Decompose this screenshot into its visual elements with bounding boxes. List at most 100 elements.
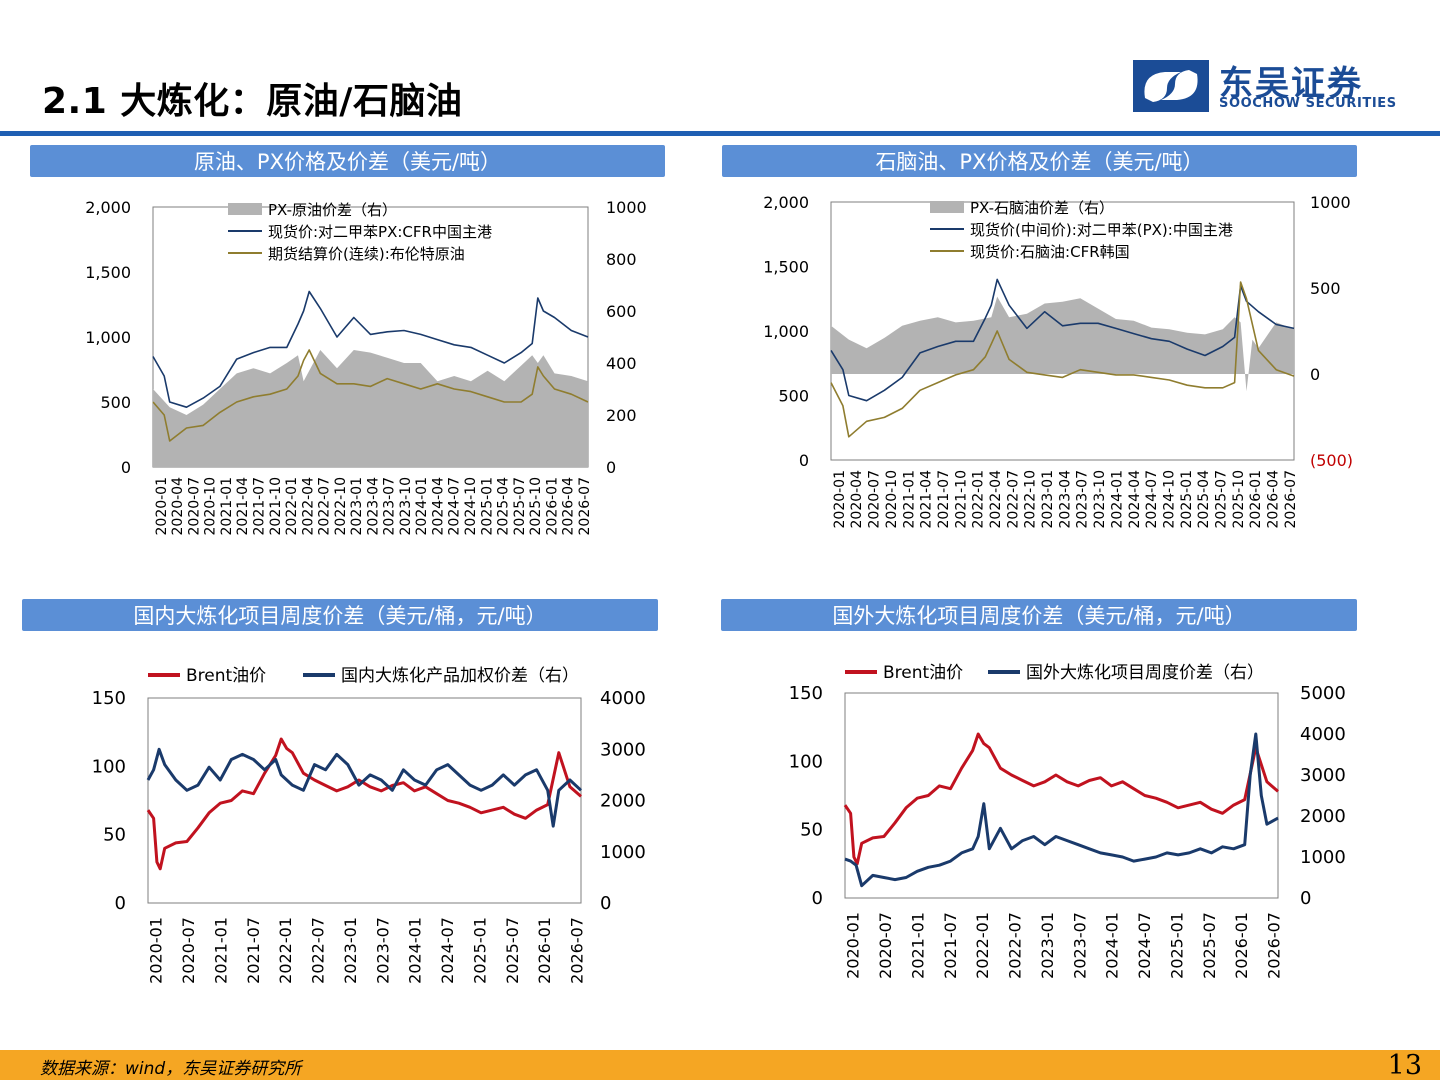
series-line-0	[146, 737, 582, 871]
x-tick-label: 2022-07	[317, 477, 333, 536]
x-tick-label: 2021-01	[908, 912, 927, 979]
y-left-tick-label: 100	[92, 756, 126, 777]
x-tick-label: 2023-07	[1070, 912, 1089, 979]
page-number: 13	[1387, 1050, 1422, 1081]
x-tick-label: 2024-04	[1127, 470, 1143, 529]
x-tick-label: 2022-01	[973, 912, 992, 979]
x-tick-label: 2026-04	[561, 477, 577, 536]
y-right-tick-label: 3000	[600, 739, 646, 760]
x-tick-label: 2023-07	[1075, 470, 1091, 529]
y-left-tick-label: 1,500	[85, 263, 131, 282]
y-right-tick-label: 1000	[600, 842, 646, 863]
x-tick-label: 2025-10	[528, 477, 544, 536]
x-tick-label: 2026-01	[544, 477, 560, 536]
x-tick-label: 2020-10	[884, 470, 900, 529]
legend-label: Brent油价	[186, 666, 266, 686]
y-left-tick-label: 50	[800, 820, 823, 841]
chart-overseas-refining: 0 50 100 150 0 1000 2000 3000 4000 5000 2020-01 202…	[789, 663, 1346, 979]
x-tick-label: 2023-07	[382, 477, 398, 536]
x-tick-label: 2021-07	[936, 470, 952, 529]
y-right-tick-label: 1000	[1310, 193, 1351, 212]
x-tick-label: 2020-04	[849, 470, 865, 529]
legend-label: 期货结算价(连续):布伦特原油	[268, 245, 465, 263]
y-left-tick-label: 500	[100, 393, 131, 412]
company-logo: 东吴证券 SOOCHOW SECURITIES	[1131, 58, 1403, 114]
x-tick-label: 2024-01	[414, 477, 430, 536]
x-tick-label: 2024-01	[1103, 912, 1122, 979]
y-right-tick-label: 0	[600, 893, 611, 914]
x-tick-label: 2021-01	[219, 477, 235, 536]
chart-domestic-refining: 0 50 100 150 0 1000 2000 3000 4000 2020-01 2020-07…	[92, 666, 646, 984]
logo-text-cn: 东吴证券	[1219, 64, 1363, 104]
y-left-tick-label: 150	[92, 688, 126, 709]
y-right-tick-label: 400	[606, 354, 637, 373]
x-tick-label: 2025-04	[496, 477, 512, 536]
x-tick-label: 2021-04	[235, 477, 251, 536]
x-tick-label: 2026-07	[568, 917, 587, 984]
panel-header-c1: 原油、PX价格及价差（美元/吨）	[30, 145, 665, 177]
x-tick-label: 2020-01	[147, 917, 166, 984]
x-tick-label: 2020-01	[844, 912, 863, 979]
x-tick-label: 2020-01	[154, 477, 170, 536]
legend-label: 国内大炼化产品加权价差（右）	[341, 666, 579, 686]
y-left-tick-label: 0	[799, 451, 809, 470]
x-tick-label: 2022-04	[300, 477, 316, 536]
panel-header-c4: 国外大炼化项目周度价差（美元/桶，元/吨）	[721, 599, 1357, 631]
series-line-0	[843, 732, 1279, 866]
footer-bar	[0, 1050, 1440, 1080]
x-tick-label: 2021-01	[211, 917, 230, 984]
x-tick-label: 2020-07	[186, 477, 202, 536]
x-tick-label: 2025-01	[1179, 470, 1195, 529]
x-tick-label: 2024-10	[1162, 470, 1178, 529]
legend-label: Brent油价	[883, 663, 963, 683]
x-tick-label: 2020-04	[170, 477, 186, 536]
y-right-tick-label: 800	[606, 250, 637, 269]
y-left-tick-label: 2,000	[85, 198, 131, 217]
y-right-tick-label: (500)	[1310, 451, 1353, 470]
x-tick-label: 2023-10	[398, 477, 414, 536]
x-tick-label: 2025-07	[512, 477, 528, 536]
x-tick-label: 2020-01	[832, 470, 848, 529]
y-left-tick-label: 2,000	[763, 193, 809, 212]
x-tick-label: 2022-07	[1006, 912, 1025, 979]
footer-source: 数据来源：wind，东吴证券研究所	[40, 1059, 302, 1079]
x-tick-label: 2024-07	[1135, 912, 1154, 979]
x-tick-label: 2024-01	[406, 917, 425, 984]
x-tick-label: 2023-07	[373, 917, 392, 984]
x-tick-label: 2025-01	[470, 917, 489, 984]
x-tick-label: 2022-01	[276, 917, 295, 984]
x-tick-label: 2024-07	[438, 917, 457, 984]
y-right-tick-label: 1000	[1300, 847, 1346, 868]
x-tick-label: 2022-10	[1023, 470, 1039, 529]
x-tick-label: 2023-01	[1040, 470, 1056, 529]
y-right-tick-label: 1000	[606, 198, 647, 217]
legend-label: 现货价:对二甲苯PX:CFR中国主港	[268, 223, 492, 241]
y-right-tick-label: 0	[606, 458, 616, 477]
series-line-1	[844, 732, 1279, 888]
y-right-tick-label: 5000	[1300, 683, 1346, 704]
plot-area	[147, 697, 582, 904]
y-right-tick-label: 600	[606, 302, 637, 321]
title-rule	[0, 131, 1440, 136]
legend-swatch	[228, 203, 262, 215]
panel-header-c3: 国内大炼化项目周度价差（美元/桶，元/吨）	[22, 599, 658, 631]
y-right-tick-label: 2000	[600, 791, 646, 812]
y-left-tick-label: 1,000	[763, 322, 809, 341]
x-tick-label: 2023-10	[1092, 470, 1108, 529]
y-right-tick-label: 0	[1310, 365, 1320, 384]
x-tick-label: 2023-04	[1057, 470, 1073, 529]
series-line-2	[152, 349, 589, 442]
x-tick-label: 2020-07	[876, 912, 895, 979]
legend-label: PX-原油价差（右）	[268, 201, 397, 219]
x-tick-label: 2020-10	[203, 477, 219, 536]
x-tick-label: 2025-01	[1167, 912, 1186, 979]
x-tick-label: 2020-07	[179, 917, 198, 984]
chart-crude-px: 0 500 1,000 1,500 2,000 0 200 400 600 800 1000 2020…	[85, 198, 647, 536]
x-tick-label: 2026-07	[577, 477, 593, 536]
y-right-tick-label: 0	[1300, 888, 1311, 909]
x-tick-label: 2026-07	[1265, 912, 1284, 979]
y-left-tick-label: 500	[778, 387, 809, 406]
x-tick-label: 2024-07	[1144, 470, 1160, 529]
x-tick-label: 2026-07	[1283, 470, 1299, 529]
